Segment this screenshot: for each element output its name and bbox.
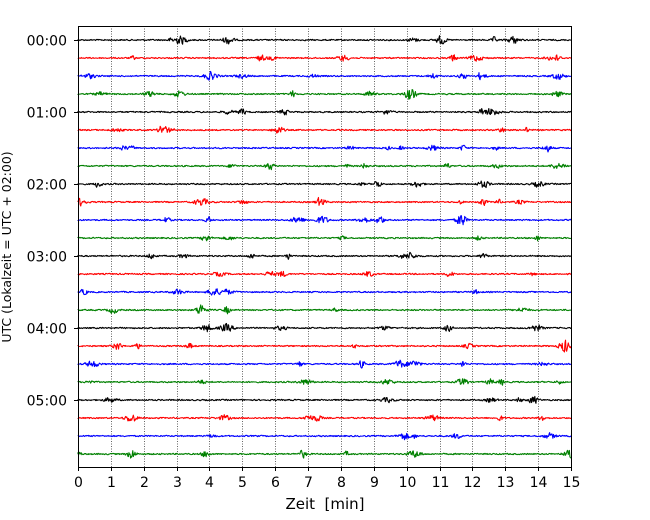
seismic-trace xyxy=(77,144,572,153)
y-tick-label: 02:00 xyxy=(27,178,67,194)
seismic-trace xyxy=(77,125,572,134)
seismic-trace xyxy=(77,251,572,260)
x-tick-label: 3 xyxy=(173,475,182,491)
y-tick-label: 03:00 xyxy=(27,250,67,266)
x-tick-label: 8 xyxy=(337,475,346,491)
x-tick-label: 10 xyxy=(399,475,417,491)
y-axis-title: UTC (Lokalzeit = UTC + 02:00) xyxy=(0,151,14,342)
seismic-trace xyxy=(77,339,572,353)
plot-frame xyxy=(78,26,572,468)
x-tick-label: 12 xyxy=(464,475,482,491)
seismic-trace xyxy=(77,89,572,100)
seismic-trace xyxy=(77,215,572,226)
seismic-trace xyxy=(77,35,572,45)
y-tick-label: 00:00 xyxy=(27,34,67,50)
x-axis-title: Zeit [min] xyxy=(285,495,364,513)
x-tick-label: 7 xyxy=(304,475,313,491)
grid-lines xyxy=(111,26,539,467)
seismic-trace xyxy=(77,108,572,116)
x-axis: 0 1 2 3 4 5 6 7 8 9 10 11 12 13 14 15 xyxy=(74,467,580,491)
seismic-trace xyxy=(77,235,572,242)
x-tick-label: 14 xyxy=(530,475,548,491)
seismic-trace xyxy=(77,288,572,296)
x-tick-label: 11 xyxy=(432,475,450,491)
x-tick-label: 2 xyxy=(140,475,149,491)
seismic-trace xyxy=(77,162,572,171)
seismic-trace xyxy=(77,270,572,277)
seismic-trace xyxy=(77,432,572,441)
seismic-trace xyxy=(77,414,572,422)
y-tick-label: 05:00 xyxy=(27,394,67,410)
x-tick-label: 1 xyxy=(107,475,116,491)
x-tick-label: 0 xyxy=(74,475,83,491)
x-tick-label: 4 xyxy=(205,475,214,491)
trace-group xyxy=(77,35,572,459)
y-tick-label: 04:00 xyxy=(27,322,67,338)
seismic-trace xyxy=(77,395,572,404)
seismic-trace xyxy=(77,449,572,459)
x-tick-label: 9 xyxy=(370,475,379,491)
seismic-trace xyxy=(77,359,572,369)
seismic-trace xyxy=(77,378,572,386)
seismic-trace xyxy=(77,322,572,333)
x-tick-label: 6 xyxy=(271,475,280,491)
x-tick-label: 5 xyxy=(238,475,247,491)
y-tick-label: 01:00 xyxy=(27,106,67,122)
seismic-trace xyxy=(77,196,572,207)
seismic-trace xyxy=(77,180,572,189)
y-axis: 00:00 01:00 02:00 03:00 04:00 05:00 xyxy=(27,34,78,410)
seismic-trace xyxy=(77,304,572,315)
seismic-trace xyxy=(77,70,572,81)
x-tick-label: 13 xyxy=(497,475,515,491)
x-tick-label: 15 xyxy=(563,475,581,491)
seismic-trace xyxy=(77,54,572,62)
